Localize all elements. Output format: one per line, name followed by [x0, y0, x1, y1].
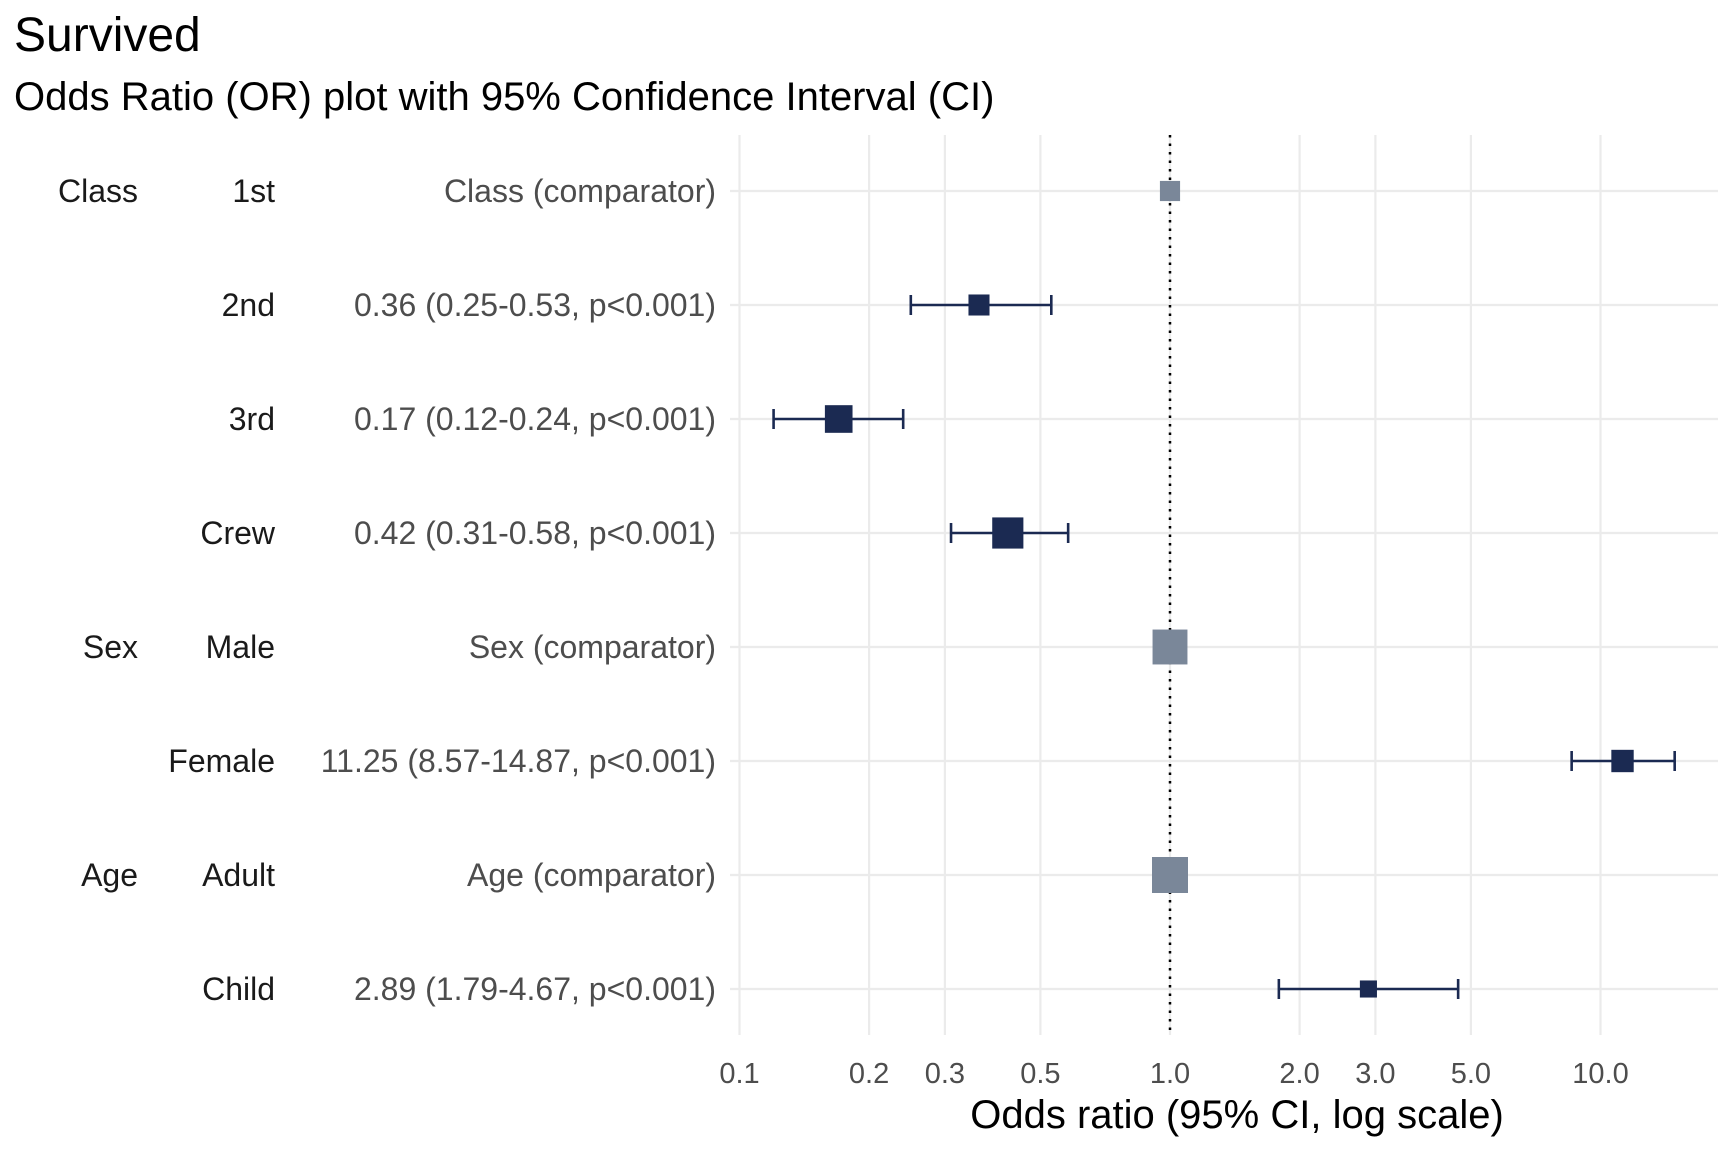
comparator-point: [1152, 857, 1188, 893]
x-tick-label: 2.0: [1279, 1058, 1319, 1090]
x-axis-title: Odds ratio (95% CI, log scale): [970, 1093, 1504, 1137]
or-ci-label: 0.42 (0.31-0.58, p<0.001): [354, 515, 716, 551]
level-label: 2nd: [222, 287, 275, 323]
table-rows: Class 1st Class (comparator) 2nd 0.36 (0.25-…: [58, 173, 1676, 1007]
estimate-point: [824, 405, 853, 433]
chart-subtitle: Odds Ratio (OR) plot with 95% Confidence…: [14, 75, 994, 119]
estimate-point: [992, 517, 1024, 549]
or-ci-label: 0.17 (0.12-0.24, p<0.001): [354, 401, 716, 437]
x-tick-label: 1.0: [1150, 1058, 1190, 1090]
estimate-point: [1359, 980, 1377, 998]
table-row: Child 2.89 (1.79-4.67, p<0.001): [202, 971, 1460, 1007]
level-label: Child: [202, 971, 275, 1007]
level-label: 3rd: [229, 401, 275, 437]
level-label: 1st: [232, 173, 275, 209]
comparator-point: [1152, 629, 1188, 665]
table-row: Crew 0.42 (0.31-0.58, p<0.001): [200, 515, 1070, 551]
table-row: Sex Male Sex (comparator): [83, 629, 1188, 665]
x-tick-label: 3.0: [1355, 1058, 1395, 1090]
level-label: Female: [168, 743, 275, 779]
x-tick-label: 0.2: [849, 1058, 889, 1090]
x-tick-label: 5.0: [1451, 1058, 1491, 1090]
level-label: Male: [206, 629, 275, 665]
variable-label: Age: [81, 857, 138, 893]
estimate-point: [1611, 749, 1634, 773]
x-axis-ticks: 0.1 0.2 0.3 0.5 1.0 2.0 3.0 5.0 10.0: [719, 1058, 1628, 1090]
table-row: Age Adult Age (comparator): [81, 857, 1188, 893]
level-label: Adult: [202, 857, 275, 893]
table-row: Class 1st Class (comparator): [58, 173, 1181, 209]
or-ci-label: Class (comparator): [444, 173, 716, 209]
table-row: 3rd 0.17 (0.12-0.24, p<0.001): [229, 401, 905, 437]
estimate-point: [968, 294, 990, 316]
x-tick-label: 0.5: [1020, 1058, 1060, 1090]
or-ci-label: Age (comparator): [467, 857, 716, 893]
grid-lines: [730, 135, 1718, 1035]
level-label: Crew: [200, 515, 276, 551]
or-ci-label: 11.25 (8.57-14.87, p<0.001): [321, 743, 716, 779]
x-tick-label: 0.3: [925, 1058, 965, 1090]
x-tick-label: 10.0: [1572, 1058, 1628, 1090]
x-tick-label: 0.1: [719, 1058, 759, 1090]
or-ci-label: Sex (comparator): [469, 629, 716, 665]
table-row: 2nd 0.36 (0.25-0.53, p<0.001): [222, 287, 1053, 323]
or-ci-label: 0.36 (0.25-0.53, p<0.001): [354, 287, 716, 323]
comparator-point: [1159, 180, 1181, 202]
or-ci-label: 2.89 (1.79-4.67, p<0.001): [354, 971, 716, 1007]
variable-label: Class: [58, 173, 138, 209]
chart-title: Survived: [14, 9, 201, 62]
variable-label: Sex: [83, 629, 138, 665]
table-row: Female 11.25 (8.57-14.87, p<0.001): [168, 743, 1676, 779]
